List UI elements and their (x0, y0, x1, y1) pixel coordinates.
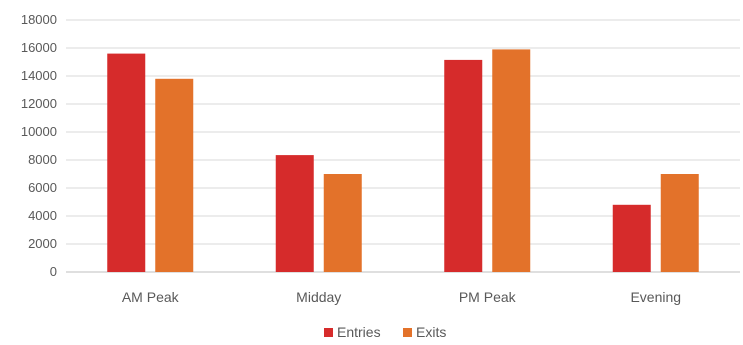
bar-exits-pm-peak (492, 49, 531, 273)
bar-entries-pm-peak (444, 59, 483, 273)
legend-swatch-exits (403, 328, 412, 337)
x-category-label: AM Peak (122, 289, 180, 305)
legend-label-exits: Exits (416, 324, 446, 340)
y-axis-tick-labels: 0 2000 4000 6000 8000 10000 12000 14000 16000 180… (21, 12, 57, 279)
bar-exits-am-peak (155, 78, 194, 272)
bar-exits-midday (323, 174, 362, 272)
y-tick-label: 14000 (21, 68, 57, 83)
x-category-label: Midday (296, 289, 341, 305)
x-category-label: Evening (630, 289, 681, 305)
bar-exits-evening (660, 174, 699, 272)
y-tick-label: 0 (50, 264, 57, 279)
y-tick-label: 8000 (28, 152, 57, 167)
y-tick-label: 10000 (21, 124, 57, 139)
x-category-label: PM Peak (459, 289, 517, 305)
y-tick-label: 2000 (28, 236, 57, 251)
bar-entries-am-peak (107, 53, 146, 272)
y-tick-label: 16000 (21, 40, 57, 55)
bar-entries-evening (612, 204, 651, 272)
y-tick-label: 18000 (21, 12, 57, 27)
bars (107, 49, 699, 273)
legend: Entries Exits (324, 324, 446, 340)
legend-label-entries: Entries (337, 324, 381, 340)
y-tick-label: 12000 (21, 96, 57, 111)
x-axis-category-labels: AM Peak Midday PM Peak Evening (122, 289, 681, 305)
legend-swatch-entries (324, 328, 333, 337)
y-tick-label: 4000 (28, 208, 57, 223)
bar-entries-midday (275, 155, 314, 272)
y-tick-label: 6000 (28, 180, 57, 195)
